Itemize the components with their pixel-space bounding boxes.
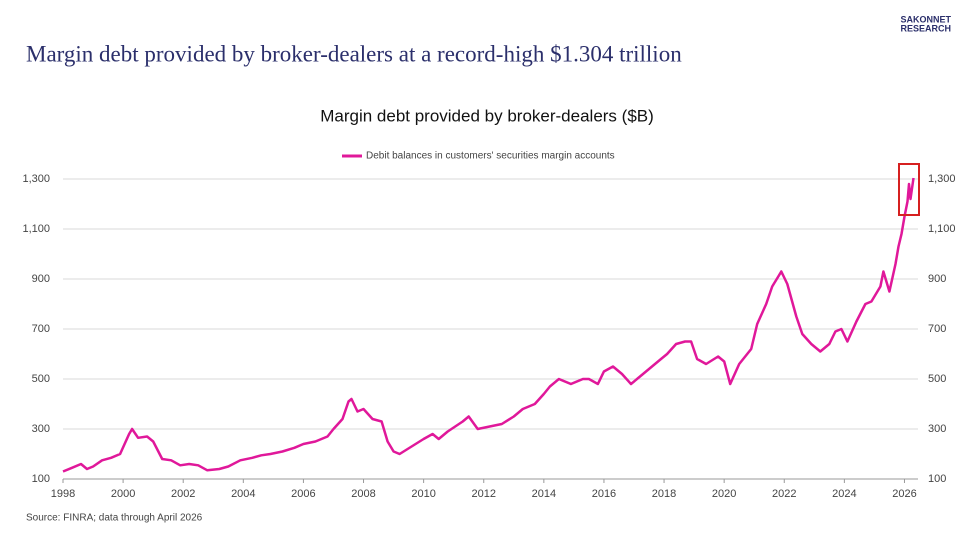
y2-tick-label: 700: [928, 323, 946, 335]
y-tick-label: 100: [32, 473, 50, 485]
source: Source: FINRA; data through April 2026: [26, 513, 203, 524]
y2-tick-label: 1,300: [928, 173, 956, 185]
x-tick-label: 2014: [532, 488, 556, 500]
y-tick-label: 1,300: [22, 173, 50, 185]
x-tick-label: 2026: [892, 488, 916, 500]
y-tick-label: 900: [32, 273, 50, 285]
x-tick-label: 2004: [231, 488, 255, 500]
x-tick-label: 2008: [351, 488, 375, 500]
x-tick-label: 2002: [171, 488, 195, 500]
logo: RESEARCH: [900, 23, 951, 33]
legend-label: Debit balances in customers' securities …: [366, 151, 615, 162]
y2-tick-label: 300: [928, 423, 946, 435]
x-tick-label: 2006: [291, 488, 315, 500]
logo: SAKONNET: [900, 14, 951, 24]
y2-tick-label: 1,100: [928, 223, 956, 235]
highlight-box: [898, 163, 920, 216]
x-tick-label: 2022: [772, 488, 796, 500]
y2-tick-label: 100: [928, 473, 946, 485]
y-tick-label: 700: [32, 323, 50, 335]
y-tick-label: 1,100: [22, 223, 50, 235]
x-tick-label: 2012: [471, 488, 495, 500]
x-tick-label: 2010: [411, 488, 435, 500]
y2-tick-label: 900: [928, 273, 946, 285]
x-tick-label: 2016: [592, 488, 616, 500]
page-title: Margin debt provided by broker-dealers a…: [26, 41, 682, 66]
y-tick-label: 500: [32, 373, 50, 385]
x-tick-label: 2020: [712, 488, 736, 500]
chart-title: Margin debt provided by broker-dealers (…: [320, 106, 654, 125]
x-tick-label: 2024: [832, 488, 856, 500]
x-tick-label: 2018: [652, 488, 676, 500]
x-tick-label: 2000: [111, 488, 135, 500]
y-tick-label: 300: [32, 423, 50, 435]
x-tick-label: 1998: [51, 488, 75, 500]
y2-tick-label: 500: [928, 373, 946, 385]
data-line: [62, 177, 915, 473]
